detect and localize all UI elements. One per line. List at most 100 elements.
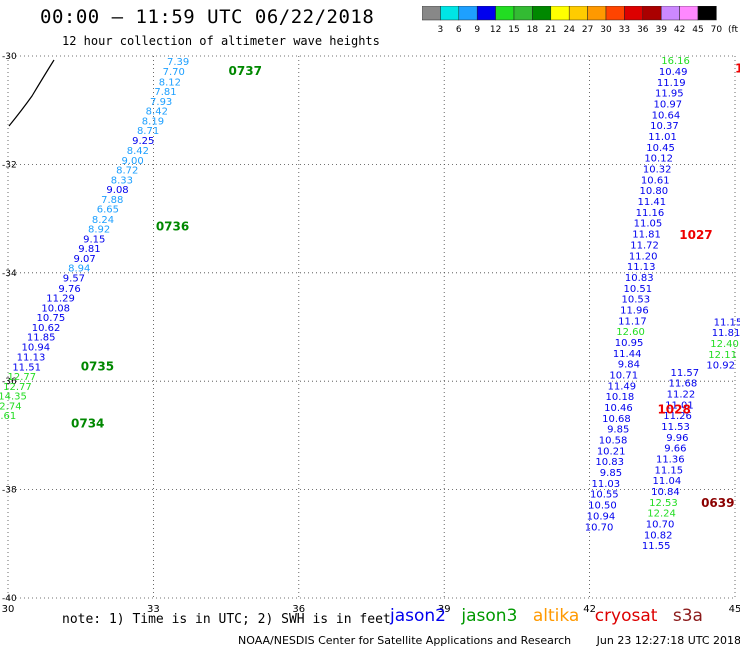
wave-height-value: 12.11 — [708, 350, 737, 361]
wave-height-value: 10.80 — [639, 186, 668, 197]
satellite-legend: jason2 jason3 altika cryosat s3a — [390, 606, 713, 626]
color-scale-label: 42 — [674, 25, 685, 35]
wave-height-value: 10.84 — [651, 487, 680, 498]
footer-note: note: 1) Time is in UTC; 2) SWH is in fe… — [62, 612, 391, 627]
wave-height-value: 10.18 — [606, 392, 635, 403]
wave-height-value: 12.24 — [647, 509, 676, 520]
wave-height-value: 11.44 — [613, 349, 642, 360]
page-title: 00:00 – 11:59 UTC 06/22/2018 — [40, 6, 375, 28]
wave-height-value: 11.26 — [663, 411, 692, 422]
lon-tick-label: 33 — [147, 604, 160, 615]
wave-height-value: 10.37 — [650, 121, 679, 132]
wave-height-value: 10.51 — [623, 284, 652, 295]
wave-height-value: 9.07 — [73, 254, 95, 265]
wave-height-value: 8.42 — [146, 107, 168, 118]
wave-height-value: 11.13 — [17, 353, 46, 364]
wave-height-value: 8.92 — [88, 225, 110, 236]
wave-height-value: 10.12 — [644, 154, 673, 165]
wave-height-value: 11.36 — [656, 455, 685, 466]
wave-height-value: 11.57 — [670, 368, 699, 379]
color-scale-label: 70 — [711, 25, 723, 35]
wave-height-value: 10.53 — [622, 295, 651, 306]
wave-height-value: 11.22 — [667, 389, 696, 400]
color-scale-label: 9 — [474, 25, 480, 35]
color-scale-label: 27 — [582, 25, 593, 35]
wave-height-value: 8.94 — [68, 264, 90, 275]
wave-height-value: 10.49 — [659, 67, 688, 78]
wave-height-value: 10.82 — [644, 530, 673, 541]
wave-height-value: 10.50 — [588, 501, 617, 512]
wave-height-value: 6.65 — [97, 205, 119, 216]
wave-height-value: 9.25 — [132, 136, 154, 147]
wave-height-value: 7.70 — [163, 67, 185, 78]
wave-height-value: 12.77 — [3, 382, 32, 393]
pass-time-label: 1026 — [735, 61, 740, 75]
wave-height-value: 11.16 — [636, 208, 665, 219]
wave-height-value: 8.24 — [92, 215, 114, 226]
wave-height-value: 10.64 — [652, 110, 681, 121]
legend-cryosat: cryosat — [594, 606, 658, 626]
wave-height-value: 11.72 — [630, 240, 659, 251]
wave-height-value: 10.71 — [609, 370, 638, 381]
wave-height-value: 10.32 — [643, 165, 672, 176]
pass-time-label: 0735 — [81, 359, 114, 373]
lat-tick-label: -40 — [2, 594, 17, 604]
color-scale-label: 15 — [508, 25, 519, 35]
pass-time-label: 1027 — [679, 228, 712, 242]
lat-tick-label: -36 — [2, 377, 17, 387]
wave-height-value: 11.49 — [607, 381, 636, 392]
wave-height-value: 8.71 — [137, 126, 159, 137]
wave-height-value: 12.77 — [7, 372, 36, 383]
wave-height-value: 11.85 — [27, 333, 56, 344]
color-scale-label: 45 — [692, 25, 703, 35]
wave-height-value: 11.95 — [655, 89, 684, 100]
lat-tick-label: -38 — [2, 486, 17, 496]
color-scale-label: (ft) — [728, 25, 738, 35]
wave-height-value: 8.33 — [111, 175, 133, 186]
wave-height-value: 9.96 — [666, 433, 688, 444]
color-scale-label: 6 — [456, 25, 462, 35]
wave-height-value: 10.94 — [22, 342, 51, 353]
color-scale-label: 33 — [619, 25, 630, 35]
wave-height-value: 11.03 — [591, 479, 620, 490]
color-scale-label: 24 — [563, 25, 575, 35]
wave-height-value: 10.70 — [585, 522, 614, 533]
wave-height-value: 11.15 — [655, 465, 684, 476]
wave-height-value: 11.17 — [618, 316, 647, 327]
wave-height-value: 10.94 — [587, 511, 616, 522]
pass-time-label: 0639 — [701, 496, 734, 510]
pass-time-label: 0736 — [156, 220, 189, 234]
wave-height-value: 11.51 — [12, 362, 41, 373]
wave-height-value: 12.53 — [649, 498, 678, 509]
color-scale-label: 3 — [438, 25, 444, 35]
wave-height-value: 8.72 — [116, 166, 138, 177]
lat-tick-label: -32 — [2, 160, 17, 170]
wave-height-value: 10.21 — [597, 446, 626, 457]
page-subtitle: 12 hour collection of altimeter wave hei… — [62, 34, 380, 48]
wave-height-value: 10.55 — [590, 490, 619, 501]
wave-height-value: 8.12 — [159, 77, 181, 88]
lon-tick-label: 42 — [583, 604, 596, 615]
wave-height-value: 11.01 — [648, 132, 677, 143]
lon-tick-label: 39 — [438, 604, 451, 615]
lat-tick-label: -30 — [2, 52, 17, 62]
wave-height-value: 9.15 — [83, 234, 105, 245]
wave-height-value: 7.39 — [167, 57, 189, 68]
wave-height-value: 11.68 — [669, 379, 698, 390]
lon-tick-label: 45 — [729, 604, 740, 615]
wave-height-value: 10.95 — [615, 338, 644, 349]
credit-line: NOAA/NESDIS Center for Satellite Applica… — [238, 634, 740, 647]
wave-height-value: 11.55 — [642, 541, 671, 552]
wave-height-value: 10.70 — [646, 520, 675, 531]
wave-height-value: 7.88 — [101, 195, 123, 206]
wave-height-value: 9.00 — [121, 156, 143, 167]
wave-height-value: 9.81 — [78, 244, 100, 255]
wave-height-value: 14.35 — [0, 392, 27, 403]
wave-height-value: 11.01 — [665, 400, 694, 411]
wave-height-value: 12.60 — [616, 327, 645, 338]
coastline — [8, 59, 55, 127]
wave-height-value: 11.29 — [46, 294, 75, 305]
legend-altika: altika — [532, 606, 580, 626]
wave-height-value: 11.81 — [712, 328, 740, 339]
